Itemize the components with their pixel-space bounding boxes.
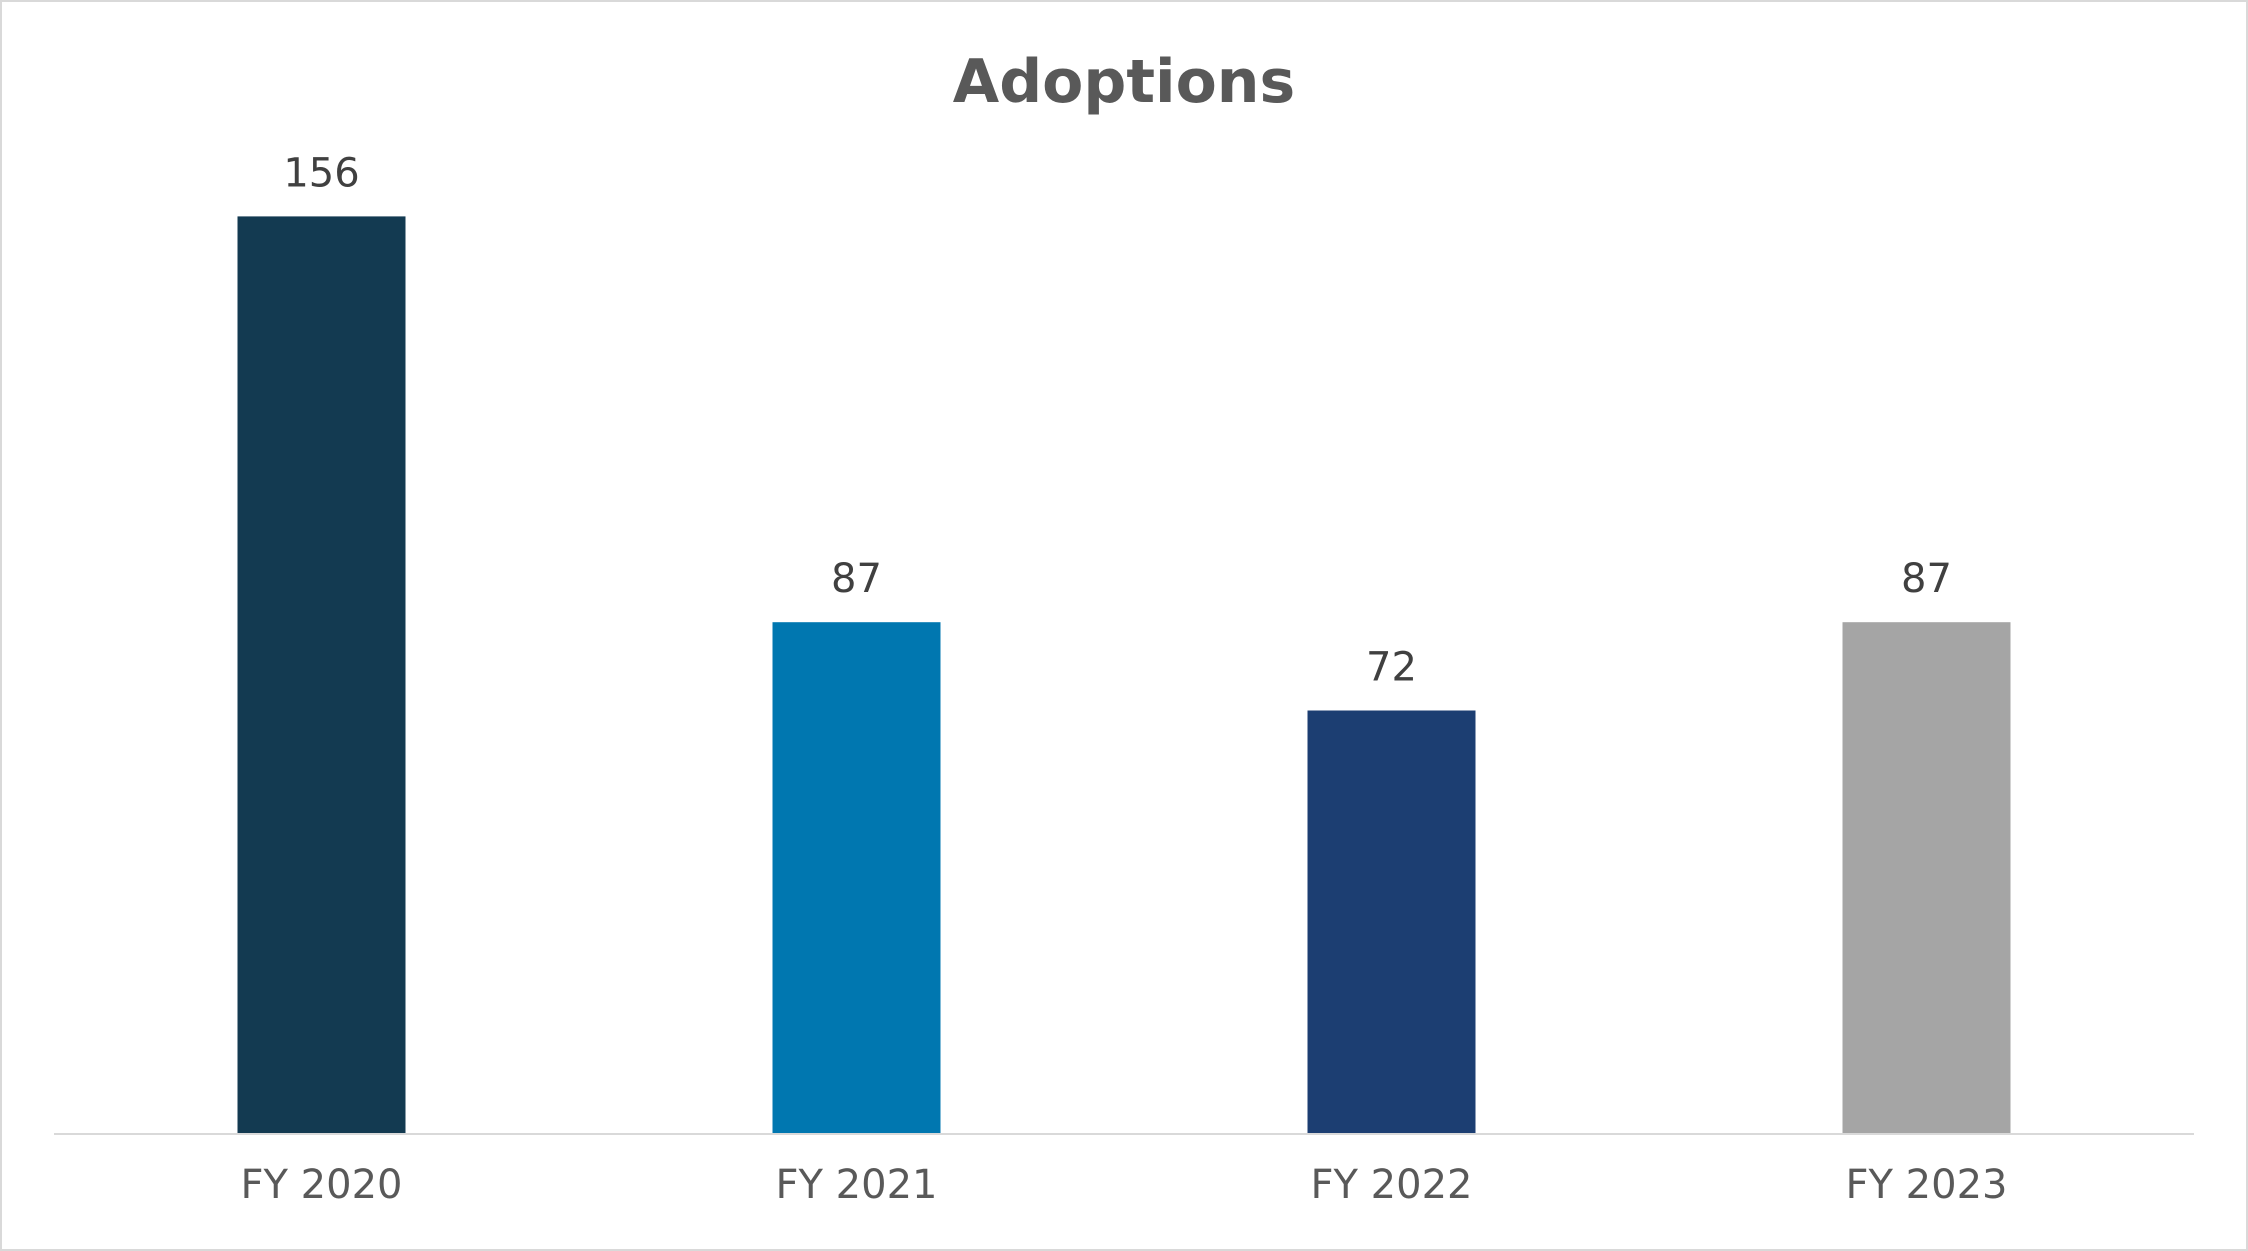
- x-tick-label-fy-2020: FY 2020: [241, 1162, 403, 1208]
- data-label-fy-2020: 156: [283, 150, 359, 196]
- bar-fy-2020: [237, 216, 406, 1134]
- chart-title: Adoptions: [953, 47, 1295, 117]
- data-label-fy-2023: 87: [1901, 556, 1952, 602]
- bars-group: [237, 216, 2011, 1134]
- x-axis-tick-labels: FY 2020 FY 2021 FY 2022 FY 2023: [241, 1162, 2008, 1208]
- bar-fy-2023: [1842, 622, 2011, 1134]
- x-tick-label-fy-2022: FY 2022: [1311, 1162, 1473, 1208]
- x-tick-label-fy-2021: FY 2021: [776, 1162, 938, 1208]
- bar-fy-2021: [772, 622, 941, 1134]
- data-labels-group: 156 87 72 87: [283, 150, 1952, 690]
- bar-fy-2022: [1307, 710, 1476, 1134]
- x-tick-label-fy-2023: FY 2023: [1846, 1162, 2008, 1208]
- data-label-fy-2022: 72: [1366, 645, 1417, 691]
- data-label-fy-2021: 87: [831, 556, 882, 602]
